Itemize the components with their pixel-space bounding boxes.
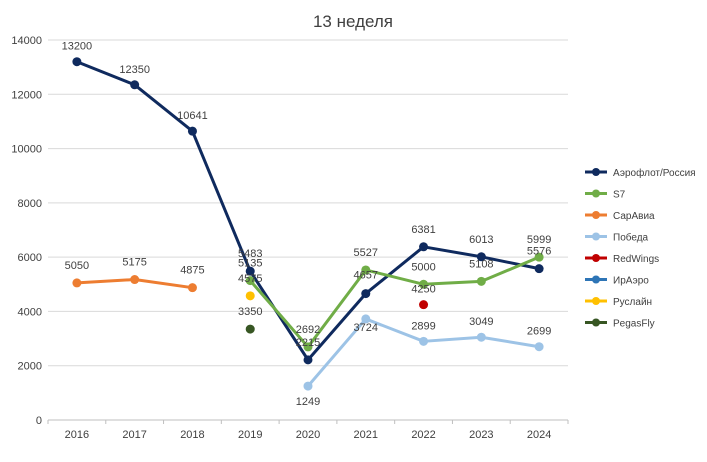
data-label: 2215 [296,337,320,349]
x-tick-label: 2020 [296,429,320,441]
data-label: 2899 [411,320,435,332]
legend-label: Руслайн [613,297,652,308]
legend: Аэрофлот/Россия S7 СарАвиа Победа RedWings Ир… [585,167,696,330]
legend-swatch-marker [592,211,600,219]
data-label: 6381 [411,224,435,236]
data-label: 10641 [177,110,208,122]
legend-label: СарАвиа [613,211,655,222]
data-point [245,291,255,301]
data-point [476,252,486,262]
legend-label: S7 [613,190,626,201]
data-point [130,80,140,90]
data-point [476,332,486,342]
data-label: 6013 [469,234,493,246]
y-tick-label: 0 [36,415,42,427]
chart-title: 13 неделя [313,12,393,31]
data-point [245,324,255,334]
legend-label: PegasFly [613,319,655,330]
data-point [534,264,544,274]
data-point [419,279,429,289]
data-point [303,355,313,365]
data-label: 2699 [527,326,551,338]
data-label: 5135 [238,258,262,270]
y-tick-label: 4000 [18,306,42,318]
series-line [76,60,540,362]
axis-layer: 0 2000 4000 6000 8000 10000 12000 14000 2016 2017… [11,35,569,441]
x-tick-label: 2018 [180,429,204,441]
legend-label: ИрАэро [613,276,649,287]
data-label: 5483 [238,248,262,260]
x-tick-label: 2017 [122,429,146,441]
series-line [249,255,540,349]
data-label: 5175 [122,257,146,269]
legend-swatch-marker [592,275,600,284]
data-label: 5108 [469,258,493,270]
legend-swatch-marker [592,168,600,176]
x-tick-label: 2016 [65,429,89,441]
y-tick-label: 8000 [18,198,42,210]
data-point [187,283,197,293]
legend-swatch-marker [592,189,600,198]
series-layer [72,57,544,391]
data-point [419,300,429,310]
data-point [245,266,255,276]
data-point [534,252,544,262]
data-label: 5999 [527,234,551,246]
data-label: 4875 [180,265,204,277]
data-point [187,126,197,136]
legend-swatch-marker [592,297,600,305]
legend-swatch-marker [592,232,600,241]
data-label: 4657 [354,270,378,282]
data-point [476,276,486,286]
x-tick-label: 2022 [411,429,435,441]
data-label: 5576 [527,246,551,258]
data-label: 4250 [411,284,435,296]
data-label: 3350 [238,306,262,318]
legend-label: Аэрофлот/Россия [613,167,696,179]
data-label-layer: 1320012350106415483221546576381601355765… [62,41,552,408]
data-point [303,381,313,391]
y-tick-label: 14000 [11,35,42,47]
x-tick-label: 2024 [527,429,551,441]
legend-label: Победа [613,232,649,244]
data-point [303,342,313,352]
data-label: 13200 [62,41,93,53]
data-label: 3724 [354,322,378,334]
data-label: 5050 [65,260,89,272]
y-tick-label: 10000 [11,144,42,156]
data-label: 3049 [469,316,493,328]
x-tick-label: 2023 [469,429,493,441]
data-point [361,314,371,324]
y-tick-label: 6000 [18,252,42,264]
data-point [534,342,544,352]
data-label: 4575 [238,273,262,285]
data-label: 2692 [296,324,320,336]
data-point [419,242,429,252]
grid-layer [48,39,568,421]
data-label: 5000 [411,261,435,273]
data-point [72,278,82,288]
legend-swatch-marker [592,318,600,327]
data-point [361,289,371,299]
data-label: 1249 [296,396,320,408]
legend-swatch-marker [592,254,600,262]
data-point [130,275,140,285]
legend-label: RedWings [613,254,659,265]
data-point [361,265,371,275]
data-point [72,57,82,67]
y-tick-label: 2000 [18,361,42,373]
data-point [419,336,429,346]
data-label: 5527 [354,247,378,259]
x-tick-label: 2021 [354,429,378,441]
data-point [245,276,255,286]
x-tick-label: 2019 [238,429,262,441]
data-label: 12350 [119,64,150,76]
y-tick-label: 12000 [11,89,42,101]
